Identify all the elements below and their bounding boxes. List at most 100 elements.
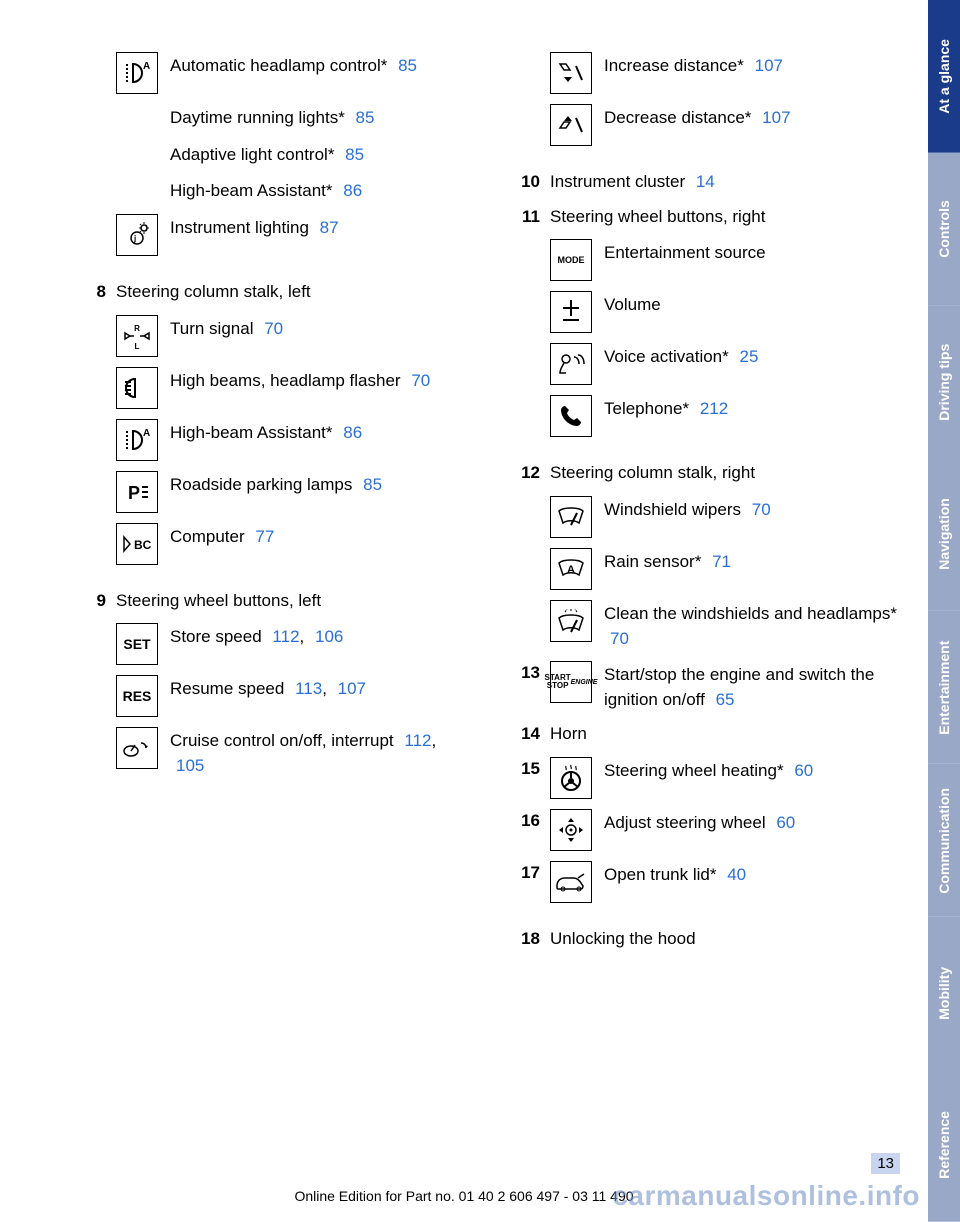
content-area: A Automatic headlamp con­trol* 85 Daytim… [0,0,928,1222]
entry: Cruise control on/off, inter­rupt 112, 1… [80,725,474,778]
page-ref[interactable]: 40 [727,865,746,884]
section-title: Steering wheel buttons, left [116,587,474,614]
cruise-icon [116,727,158,769]
adjust-wheel-icon [550,809,592,851]
text: Telephone* [604,399,689,418]
voice-icon [550,343,592,385]
set-icon: SET [116,623,158,665]
page-ref[interactable]: 60 [794,761,813,780]
entry: Increase distance* 107 [514,50,908,94]
section-number: 14 [514,720,540,744]
page-ref[interactable]: 86 [343,181,362,200]
tab-mobility[interactable]: Mobility [928,917,960,1070]
page-ref[interactable]: 14 [696,172,715,191]
tab-controls[interactable]: Controls [928,153,960,306]
page-ref[interactable]: 65 [716,690,735,709]
section-heading: 8 Steering column stalk, left [80,278,474,305]
tab-at-a-glance[interactable]: At a glance [928,0,960,153]
svg-text:A: A [567,564,575,576]
svg-text:R: R [134,324,140,333]
page-ref[interactable]: 85 [363,475,382,494]
page-ref[interactable]: 85 [345,145,364,164]
page-ref[interactable]: 60 [776,813,795,832]
page-ref[interactable]: 107 [338,679,366,698]
entry: BC Computer 77 [80,521,474,565]
res-icon: RES [116,675,158,717]
mode-icon: MODE [550,239,592,281]
hba-icon: A [116,419,158,461]
page-ref[interactable]: 71 [712,552,731,571]
text: High beams, head­lamp flasher [170,371,401,390]
section-heading: 11 Steering wheel buttons, right [514,203,908,230]
section-number: 12 [514,459,540,483]
tab-driving-tips[interactable]: Driving tips [928,306,960,459]
page-ref[interactable]: 106 [315,627,343,646]
tab-navigation[interactable]: Navigation [928,458,960,611]
page-ref[interactable]: 112 [404,731,431,750]
text: Increase distance* [604,56,744,75]
page-ref[interactable]: 70 [752,500,771,519]
entry: 13 STARTSTOPENGINE Start/stop the engine… [514,659,908,712]
page-ref[interactable]: 105 [176,756,204,775]
page-ref[interactable]: 77 [255,527,274,546]
section-number: 16 [514,807,540,831]
text: Start/stop the engine and switch the ign… [604,665,874,709]
page-ref[interactable]: 85 [356,108,375,127]
page-ref[interactable]: 212 [700,399,728,418]
text: Decrease distance* [604,108,751,127]
tab-communication[interactable]: Communication [928,764,960,917]
page-ref[interactable]: 107 [762,108,790,127]
section-number: 18 [514,925,540,949]
turn-signal-icon: RL [116,315,158,357]
svg-text:A: A [143,61,150,72]
page-ref[interactable]: 70 [610,629,629,648]
section-number: 11 [514,203,540,227]
wipers-icon [550,496,592,538]
page-ref[interactable]: 85 [398,56,417,75]
right-column: Increase distance* 107 Decrease distance… [514,50,908,1202]
section-number: 15 [514,755,540,779]
text: Daytime running lights* [170,108,345,127]
entry: P Roadside parking lamps 85 [80,469,474,513]
text: Automatic headlamp con­trol* [170,56,387,75]
parking-lamps-icon: P [116,471,158,513]
entry: Volume [514,289,908,333]
section-heading: 12 Steering column stalk, right [514,459,908,486]
text: Voice activation* [604,347,729,366]
page-ref[interactable]: 86 [343,423,362,442]
text: Clean the windshields and head­lamps* [604,604,897,623]
page-ref[interactable]: 112 [272,627,299,646]
entry: A High-beam Assistant* 86 [80,417,474,461]
text: Store speed [170,627,262,646]
page-ref[interactable]: 25 [739,347,758,366]
entry: Voice activation* 25 [514,341,908,385]
computer-icon: BC [116,523,158,565]
tab-entertainment[interactable]: Entertainment [928,611,960,764]
entry: Windshield wipers 70 [514,494,908,538]
section-number: 9 [80,587,106,611]
section-heading: 9 Steering wheel buttons, left [80,587,474,614]
entry: SET Store speed 112, 106 [80,621,474,665]
page-ref[interactable]: 113 [295,679,322,698]
svg-text:j: j [133,234,136,243]
side-tabs: At a glance Controls Driving tips Naviga… [928,0,960,1222]
svg-text:A: A [143,428,150,439]
volume-icon [550,291,592,333]
page-ref[interactable]: 70 [264,319,283,338]
text: Cruise control on/off, inter­rupt [170,731,394,750]
page-ref[interactable]: 70 [411,371,430,390]
entry: Daytime running lights* 85 [80,102,474,131]
text: Volume [604,295,661,314]
entry: RES Resume speed 113, 107 [80,673,474,717]
section-number: 13 [514,659,540,683]
entry: 14 Horn [514,720,908,747]
section-number: 10 [514,168,540,192]
entry: Adaptive light control* 85 [80,139,474,168]
telephone-icon [550,395,592,437]
text: Resume speed [170,679,284,698]
page-ref[interactable]: 107 [755,56,783,75]
page-ref[interactable]: 87 [320,218,339,237]
text: Open trunk lid* [604,865,716,884]
tab-reference[interactable]: Reference [928,1069,960,1222]
left-column: A Automatic headlamp con­trol* 85 Daytim… [80,50,474,1202]
